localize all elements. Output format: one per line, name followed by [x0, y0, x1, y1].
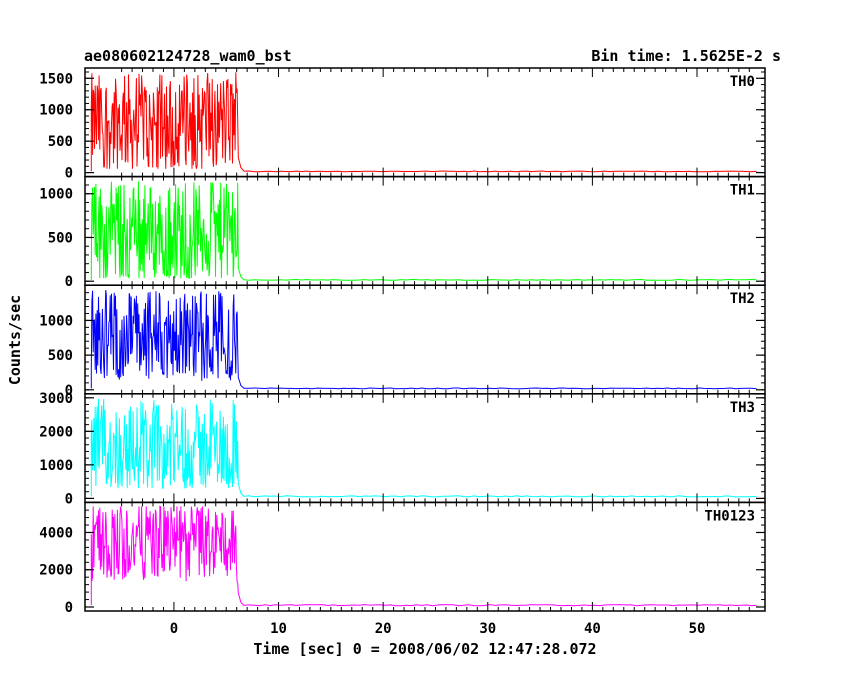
y-tick-label: 0: [65, 491, 73, 507]
y-tick-label: 500: [48, 230, 73, 246]
panel-label: TH2: [730, 291, 755, 307]
chart-title: ae080602124728_wam0_bst: [84, 47, 292, 65]
x-tick-label: 50: [689, 621, 706, 637]
y-tick-label: 0: [65, 600, 73, 616]
y-tick-label: 500: [48, 134, 73, 150]
panel-label: TH0123: [704, 508, 755, 524]
y-tick-label: 2000: [39, 424, 73, 440]
y-tick-label: 1500: [39, 71, 73, 87]
y-tick-label: 1000: [39, 103, 73, 119]
y-tick-label: 0: [65, 383, 73, 399]
panels-group: TH0050010001500TH105001000TH205001000TH3…: [39, 67, 766, 637]
panel-frame: [84, 393, 766, 504]
series-line-th0: [90, 72, 757, 173]
panel-label: TH1: [730, 183, 755, 199]
series-line-th3: [90, 398, 757, 498]
panel-th0: TH0 0 500 1000 1500: [39, 67, 766, 182]
panel-frame: [84, 501, 766, 612]
panel-label: TH0: [730, 74, 755, 90]
bin-time-label: Bin time: 1.5625E-2 s: [591, 47, 781, 65]
x-tick-label: 20: [375, 621, 392, 637]
y-tick-label: 0: [65, 274, 73, 290]
x-tick-label: 40: [584, 621, 601, 637]
y-tick-label: 0: [65, 166, 73, 182]
series-line-th1: [90, 181, 757, 281]
y-tick-label: 1000: [39, 458, 73, 474]
panel-th1: TH1 0 500 1000: [39, 175, 766, 290]
x-tick-label: 30: [479, 621, 496, 637]
panel-th0123: TH0123 0 2000 4000: [39, 501, 766, 616]
y-tick-label: 2000: [39, 563, 73, 579]
y-tick-label: 4000: [39, 525, 73, 541]
y-tick-label: 1000: [39, 187, 73, 203]
panel-th3: TH3 0 1000 2000 3000: [39, 391, 766, 507]
x-axis-label: Time [sec] 0 = 2008/06/02 12:47:28.072: [253, 640, 596, 658]
y-tick-label: 500: [48, 348, 73, 364]
panel-label: TH3: [730, 400, 755, 416]
x-tick-label: 10: [270, 621, 287, 637]
x-tick-label: 0: [170, 621, 178, 637]
y-tick-label: 3000: [39, 391, 73, 407]
panel-frame: [84, 175, 766, 286]
panel-th2: TH2 0 500 1000: [39, 284, 766, 399]
y-axis-label: Counts/sec: [6, 295, 24, 385]
y-tick-label: 1000: [39, 313, 73, 329]
series-line-th2: [90, 290, 757, 390]
series-line-th0123: [90, 505, 757, 607]
